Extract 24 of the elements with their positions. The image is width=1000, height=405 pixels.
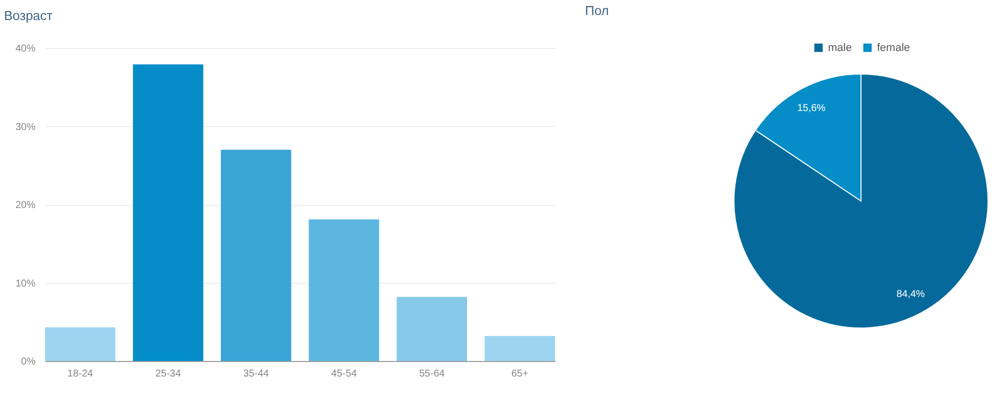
data-label: 15,6% — [797, 103, 826, 114]
bar — [308, 219, 380, 361]
y-tick-label: 20% — [15, 200, 36, 211]
pie-slice — [734, 74, 988, 328]
legend-label: female — [877, 42, 910, 54]
y-tick-label: 40% — [15, 44, 36, 54]
data-label: 84,4% — [896, 289, 925, 300]
bar — [132, 64, 204, 361]
legend-label: male — [828, 42, 852, 54]
chart-title: Возраст — [4, 8, 53, 23]
bar — [220, 150, 292, 361]
x-tick-label: 45-54 — [331, 368, 358, 380]
x-tick-label: 55-64 — [419, 368, 446, 380]
y-tick-label: 0% — [21, 356, 36, 368]
x-tick-label: 35-44 — [243, 368, 270, 380]
x-tick-label: 25-34 — [155, 368, 182, 380]
bar — [484, 336, 555, 361]
x-tick-label: 65+ — [511, 368, 528, 380]
x-tick-label: 18-24 — [67, 368, 94, 380]
y-tick-label: 10% — [15, 278, 36, 290]
bar — [396, 296, 468, 361]
bar — [45, 327, 116, 361]
y-tick-label: 30% — [15, 122, 36, 133]
text: Пол — [585, 3, 609, 18]
